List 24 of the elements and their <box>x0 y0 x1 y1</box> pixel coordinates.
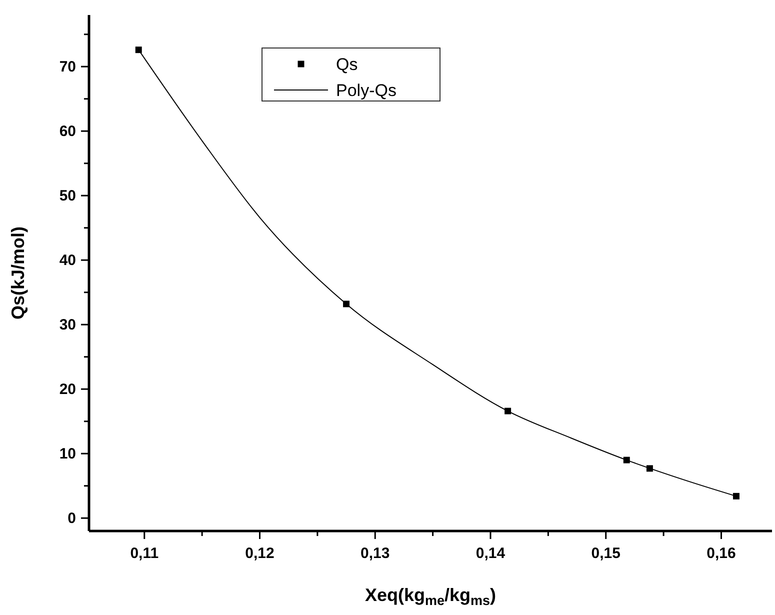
x-tick-label: 0,11 <box>130 545 159 562</box>
x-axis-title: Xeq(kg$_{me}$/kg$_{ms}$) <box>364 585 496 608</box>
y-tick-label: 70 <box>59 58 76 76</box>
x-tick-label: 0,16 <box>706 545 736 562</box>
x-tick-label: 0,12 <box>245 545 274 562</box>
point <box>343 300 350 308</box>
point <box>135 46 142 54</box>
y-tick-label: 50 <box>59 188 76 205</box>
y-axis-title: Qs(kJ/mol) <box>8 226 28 320</box>
y-tick-label: 10 <box>59 446 76 463</box>
x-tick-label: 0,15 <box>591 545 620 562</box>
point <box>623 456 630 464</box>
legend-label: Poly-Qs <box>336 81 396 100</box>
point <box>732 492 740 500</box>
legend-label: Qs <box>336 55 358 74</box>
x-tick-label: 0,14 <box>476 545 506 562</box>
y-tick-label: 0 <box>68 510 76 528</box>
x-tick-label: 0,13 <box>360 545 390 562</box>
point <box>646 465 653 472</box>
y-tick-label: 30 <box>59 316 76 334</box>
point <box>504 408 512 414</box>
y-tick-label: 40 <box>59 252 76 270</box>
y-tick-label: 20 <box>59 381 76 398</box>
y-tick-label: 60 <box>59 123 76 140</box>
